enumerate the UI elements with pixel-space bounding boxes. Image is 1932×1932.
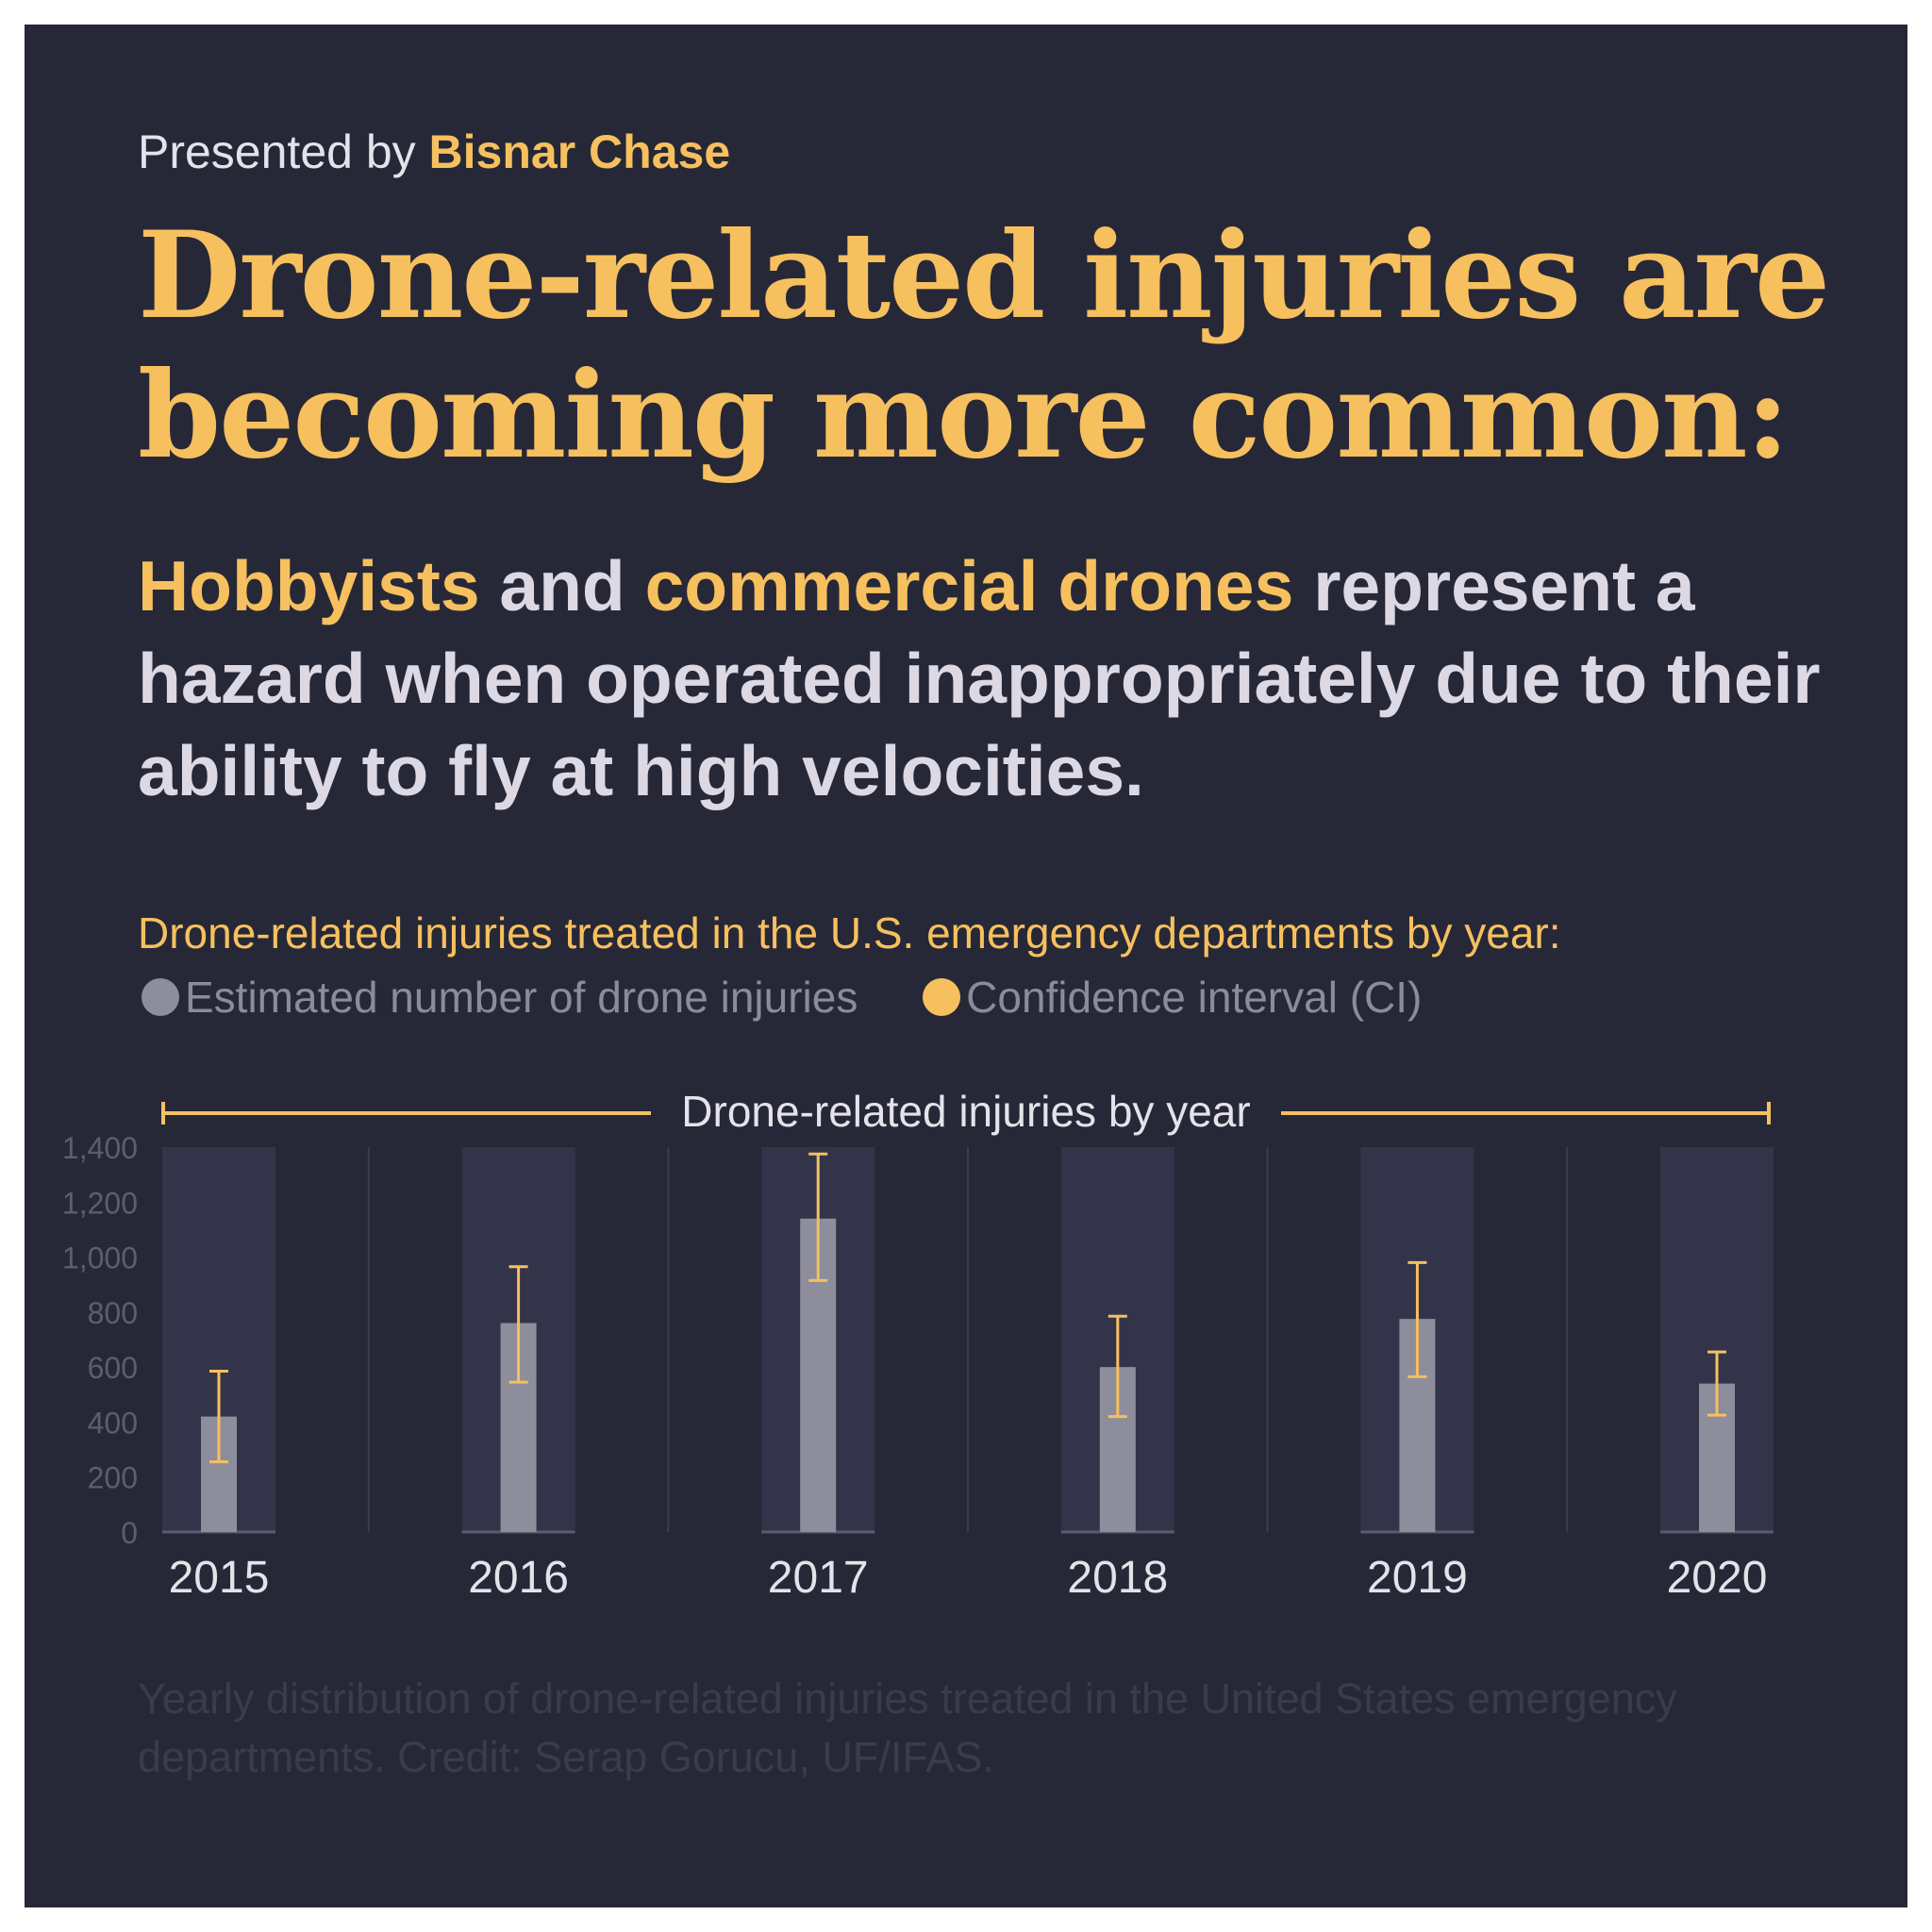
presented-by: Presented by Bisnar Chase [138, 125, 730, 179]
subtitle-highlight-commercial: commercial drones [644, 546, 1294, 625]
infographic-card [25, 25, 1907, 1907]
x-tick-label: 2020 [1667, 1553, 1768, 1603]
legend-label-ci: Confidence interval (CI) [966, 973, 1423, 1022]
x-tick-label: 2019 [1367, 1553, 1468, 1603]
x-tick-label: 2016 [468, 1553, 569, 1603]
y-tick-label: 0 [121, 1516, 138, 1550]
x-tick-label: 2015 [169, 1553, 270, 1603]
chart-heading: Drone-related injuries treated in the U.… [138, 908, 1561, 958]
y-tick-label: 200 [88, 1461, 138, 1495]
legend: Estimated number of drone injuries Confi… [142, 972, 1474, 1026]
y-tick-label: 1,000 [62, 1241, 138, 1275]
chart-body: 0 200 400 600 800 1,000 1,200 1,400 2015 2016 2017… [62, 1131, 1774, 1603]
x-tick-label: 2018 [1067, 1553, 1168, 1603]
page-title: Drone-related injuries are becoming more… [138, 206, 1830, 485]
y-tick-label: 400 [88, 1406, 138, 1440]
y-tick-label: 800 [88, 1296, 138, 1330]
legend-dot-estimate [142, 978, 179, 1016]
subtitle-highlight-hobbyists: Hobbyists [138, 546, 480, 625]
subtitle: Hobbyists and commercial drones represen… [138, 540, 1836, 817]
chart-title: Drone-related injuries by year [681, 1087, 1250, 1136]
chart-caption: Yearly distribution of drone-related inj… [138, 1674, 1677, 1781]
chart-title-bracket: Drone-related injuries by year [161, 1087, 1771, 1136]
y-tick-label: 600 [88, 1351, 138, 1385]
legend-item-ci: Confidence interval (CI) [923, 972, 1422, 1023]
brand-name: Bisnar Chase [428, 125, 731, 178]
x-tick-label: 2017 [768, 1553, 869, 1603]
legend-dot-ci [923, 978, 961, 1016]
legend-label-estimate: Estimated number of drone injuries [185, 973, 858, 1022]
y-tick-label: 1,400 [62, 1131, 138, 1165]
y-tick-label: 1,200 [62, 1186, 138, 1220]
legend-item-estimate: Estimated number of drone injuries [142, 972, 858, 1023]
subtitle-text: and [479, 546, 645, 625]
subtitle-text-rest: represent a hazard when operated inappro… [138, 546, 1821, 810]
presented-prefix: Presented by [138, 125, 416, 178]
